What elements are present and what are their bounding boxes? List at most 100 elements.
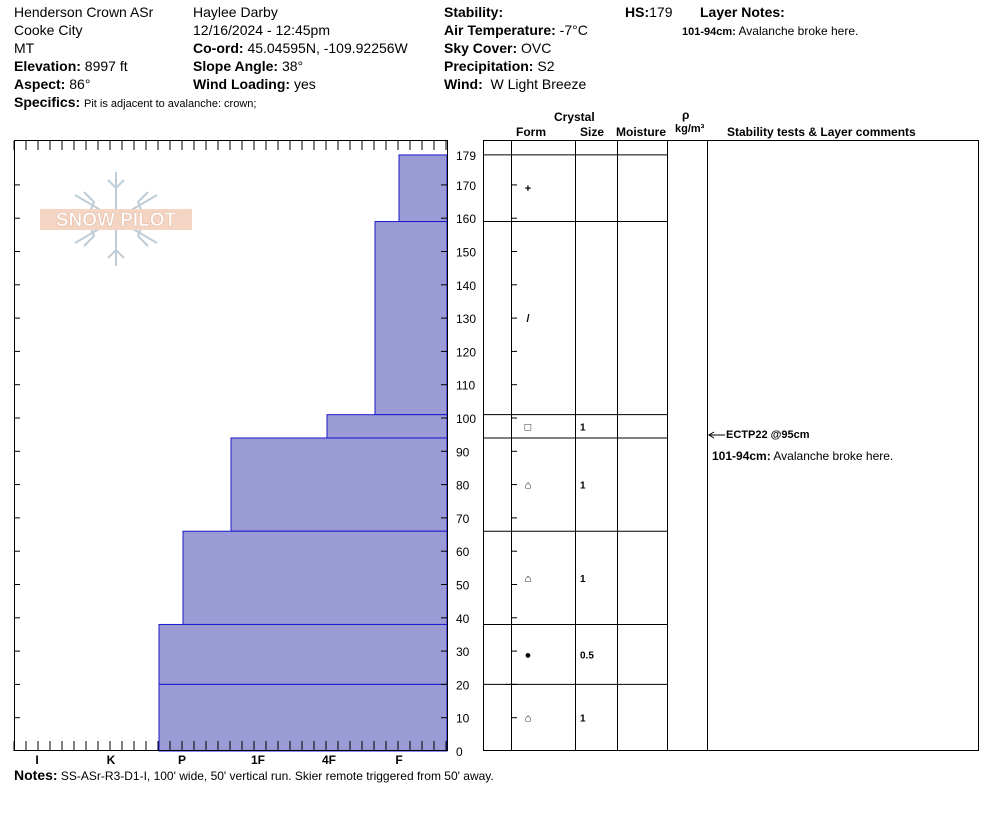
wind-loading-value: yes (293, 76, 316, 92)
stability-tests-header: Stability tests & Layer comments (727, 125, 916, 139)
coord-label: Co-ord: (193, 40, 244, 56)
hardness-bar (230, 437, 448, 532)
precip-value: S2 (537, 58, 555, 74)
slope-value: 38° (281, 58, 304, 74)
logo-banner (40, 209, 192, 230)
crystal-form-icon: □ (525, 421, 532, 433)
layer-note-text: Avalanche broke here. (738, 24, 859, 38)
wind-value: W Light Breeze (490, 76, 587, 92)
hardness-graph-frame (14, 140, 448, 751)
wind: Wind: W Light Breeze (444, 77, 586, 91)
coordinates: Co-ord: 45.04595N, -109.92256W (193, 41, 408, 55)
form-col-ticks (505, 184, 517, 719)
air-temp-value: -7°C (559, 22, 588, 38)
depth-label: 60 (456, 545, 470, 559)
crystal-cells: + / □ 1 ⌂ 1 ⌂ 1 ● 0.5 ⌂ 1 (525, 183, 595, 724)
depth-label: 150 (456, 246, 476, 260)
crystal-form-icon: ⌂ (525, 480, 532, 492)
depth-label: 120 (456, 345, 476, 359)
crystal-header: Crystal (554, 110, 595, 124)
depth-label: 100 (456, 412, 476, 426)
crystal-form-icon: ⌂ (525, 713, 532, 725)
stability-test-marker (708, 431, 725, 439)
notes-text: SS-ASr-R3-D1-I, 100' wide, 50' vertical … (60, 769, 494, 783)
slope-angle: Slope Angle: 38° (193, 59, 303, 73)
hardness-label: K (107, 753, 116, 767)
hardness-bar (158, 623, 448, 685)
depth-label: 10 (456, 712, 470, 726)
hardness-label: F (395, 753, 402, 767)
elevation: Elevation: 8997 ft (14, 59, 128, 73)
hardness-scale-labels: I K P 1F 4F F (35, 753, 402, 767)
depth-label: 30 (456, 645, 470, 659)
depth-label: 90 (456, 445, 470, 459)
size-header: Size (580, 125, 605, 139)
crystal-size: 1 (580, 481, 586, 492)
aspect: Aspect: 86° (14, 77, 90, 91)
moisture-header: Moisture (616, 125, 667, 139)
wind-label: Wind: (444, 76, 483, 92)
depth-label: 170 (456, 179, 476, 193)
hardness-bar (374, 221, 448, 416)
observation-datetime: 12/16/2024 - 12:45pm (193, 22, 330, 38)
notes: Notes: SS-ASr-R3-D1-I, 100' wide, 50' ve… (14, 768, 494, 782)
depth-label: 130 (456, 312, 476, 326)
depth-label: 50 (456, 579, 470, 593)
logo-text: SNOW PILOT (56, 210, 177, 231)
layer-comment: 101-94cm: Avalanche broke here. (712, 450, 893, 462)
specifics-label: Specifics: (14, 94, 81, 110)
location-name: Henderson Crown ASr (14, 4, 154, 20)
crystal-size: 1 (580, 574, 586, 585)
hardness-bar (398, 154, 448, 223)
hardness-bar (158, 683, 448, 752)
layer-note-range: 101-94cm: (682, 26, 736, 38)
crystal-size: 1 (580, 422, 586, 433)
air-temp-label: Air Temperature: (444, 22, 556, 38)
coord-value: 45.04595N, -109.92256W (247, 40, 408, 56)
wind-loading: Wind Loading: yes (193, 77, 316, 91)
slope-label: Slope Angle: (193, 58, 279, 74)
precip-label: Precipitation: (444, 58, 534, 74)
crystal-table-frame (483, 140, 708, 751)
stability: Stability: (444, 5, 503, 19)
crystal-size: 0.5 (580, 650, 594, 661)
crystal-size: 1 (580, 714, 586, 725)
aspect-value: 86° (69, 76, 91, 92)
aspect-label: Aspect: (14, 76, 66, 92)
depth-ticks-left (14, 184, 447, 719)
sky-label: Sky Cover: (444, 40, 518, 56)
wind-loading-label: Wind Loading: (193, 76, 291, 92)
depth-label: 160 (456, 212, 476, 226)
notes-label: Notes: (14, 767, 58, 783)
stability-label: Stability: (444, 4, 504, 20)
elevation-value: 8997 ft (84, 58, 128, 74)
crystal-form-icon: ⌂ (525, 573, 532, 585)
depth-label: 0 (456, 745, 463, 759)
depth-label: 80 (456, 479, 470, 493)
depth-labels: 0 10 20 30 40 50 60 70 80 90 100 110 120 130 140 150 160… (456, 149, 476, 759)
hs: HS:179 (625, 5, 672, 19)
hs-value: 179 (649, 4, 673, 20)
depth-label: 70 (456, 512, 470, 526)
snowpilot-logo: SNOW PILOT (40, 172, 192, 266)
layer-notes-label: Layer Notes: (700, 4, 785, 20)
stability-test-label: ECTP22 @95cm (726, 429, 810, 441)
depth-label: 140 (456, 279, 476, 293)
hardness-bars (158, 154, 448, 752)
hardness-ticks (13, 141, 447, 751)
hardness-bar (326, 414, 448, 439)
layer-comment-text: Avalanche broke here. (773, 449, 894, 463)
rho-header: ρ (682, 108, 690, 122)
sky-value: OVC (521, 40, 552, 56)
sky-cover: Sky Cover: OVC (444, 41, 551, 55)
hardness-label: 4F (322, 753, 336, 767)
stability-arrow-icon (708, 431, 715, 439)
specifics-value: Pit is adjacent to avalanche: crown; (84, 98, 257, 110)
location-state: MT (14, 40, 35, 56)
crystal-form-icon: ● (525, 649, 532, 661)
hardness-label: P (178, 753, 186, 767)
elevation-label: Elevation: (14, 58, 81, 74)
depth-label: 179 (456, 149, 476, 163)
hardness-label: 1F (251, 753, 265, 767)
